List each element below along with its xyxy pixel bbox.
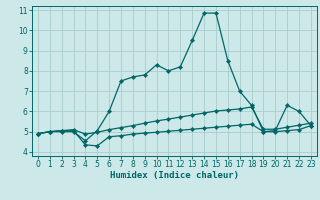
X-axis label: Humidex (Indice chaleur): Humidex (Indice chaleur) bbox=[110, 171, 239, 180]
